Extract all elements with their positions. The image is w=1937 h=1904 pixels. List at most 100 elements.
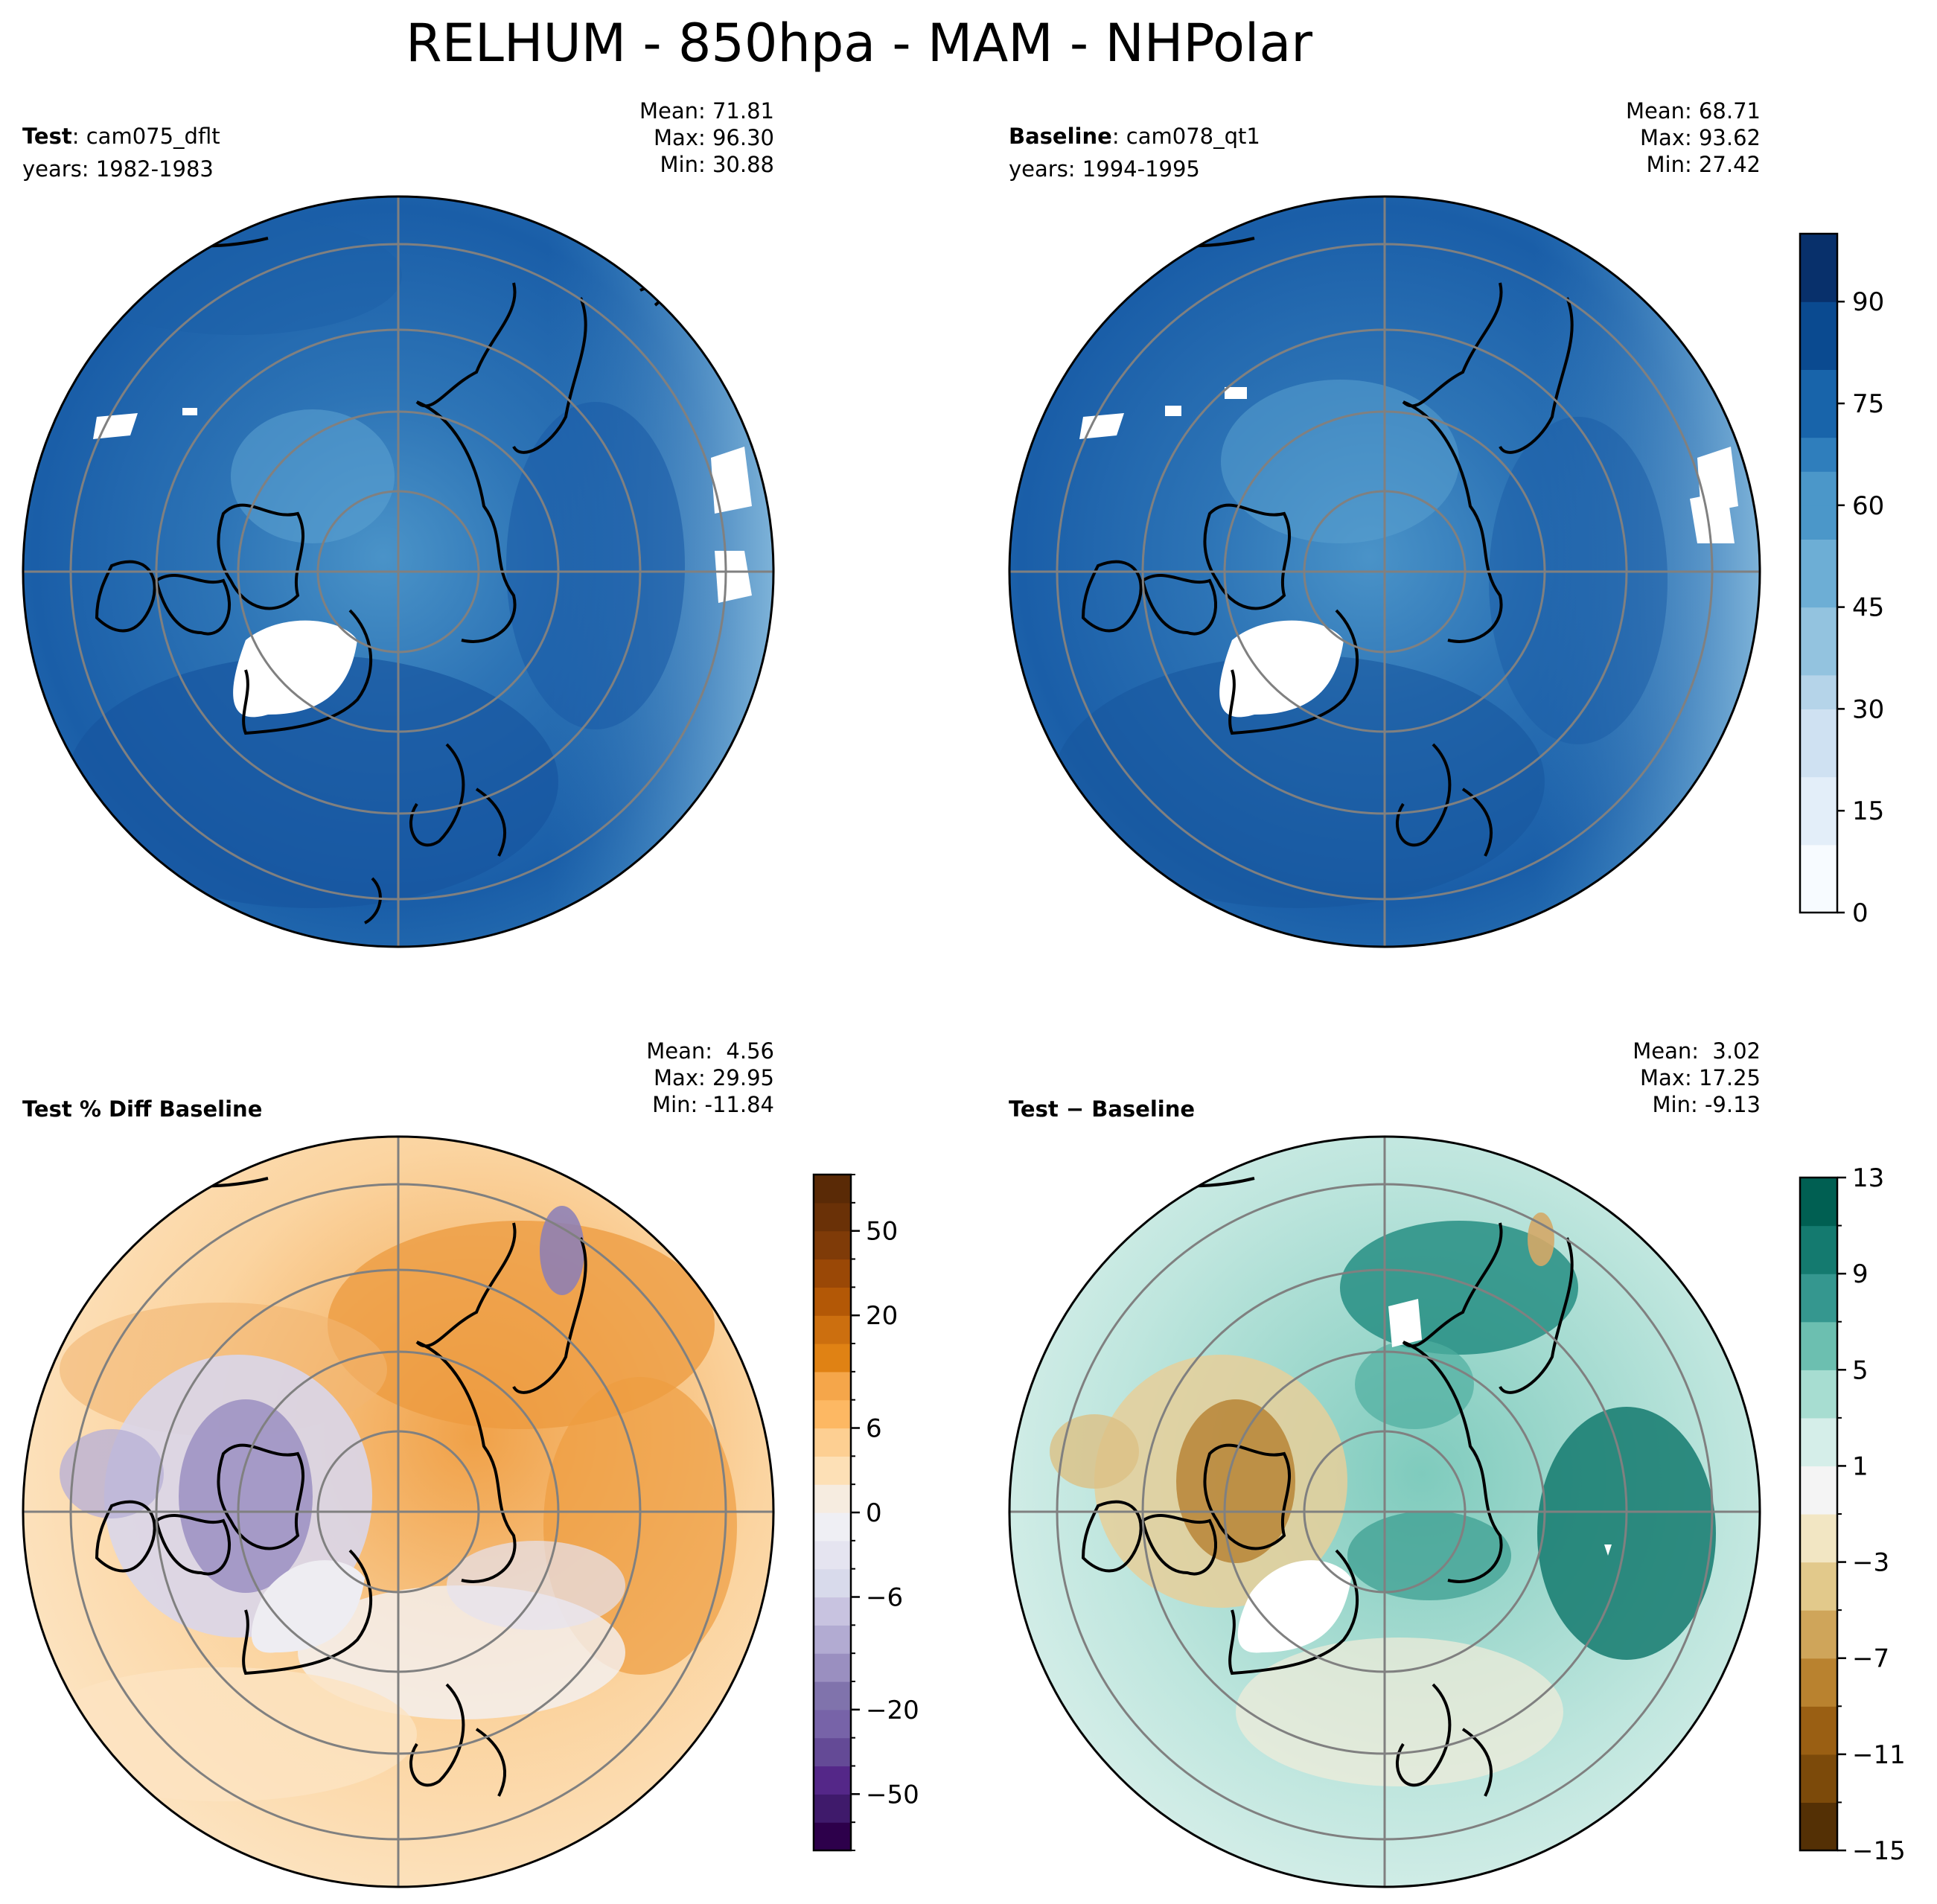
colorbar-pctdiff-segment (814, 1709, 851, 1739)
panel-pctdiff-min: Min: -11.84 (652, 1092, 774, 1117)
colorbar-main-tick-label: 90 (1852, 287, 1884, 317)
colorbar-pctdiff-segment (814, 1653, 851, 1682)
colorbar-pctdiff-segment (814, 1230, 851, 1260)
colorbar-main-segment (1800, 674, 1837, 709)
colorbar-diff-segment (1800, 1514, 1837, 1563)
colorbar-main-frame (1799, 232, 1839, 914)
colorbar-pctdiff-segment (814, 1484, 851, 1513)
colorbar-pctdiff-tick-label: 6 (866, 1414, 882, 1444)
colorbar-main-segment (1800, 471, 1837, 506)
colorbar-main-segment (1800, 607, 1837, 642)
colorbar-pctdiff-segment (814, 1175, 851, 1204)
panel-test-max: Max: 96.30 (654, 125, 774, 150)
svg-text:Test: cam075_dflt: Test: cam075_dflt (22, 124, 220, 149)
panel-test-case: : cam075_dflt (72, 124, 220, 149)
colorbar-pctdiff-tick-label: −20 (866, 1696, 919, 1725)
panel-baseline: Baseline: cam078_qt1 years: 1994-1995 Me… (1008, 98, 1761, 948)
colorbar-pctdiff-segment (814, 1681, 851, 1710)
colorbar-pctdiff-segment (814, 1822, 851, 1851)
colorbar-pctdiff-segment (814, 1794, 851, 1823)
colorbar-diff-segment (1800, 1370, 1837, 1419)
colorbar-pctdiff-segment (814, 1540, 851, 1570)
panel-baseline-years: years: 1994-1995 (1009, 156, 1200, 182)
colorbar-pctdiff-segment (814, 1287, 851, 1316)
colorbar-main-segment (1800, 437, 1837, 472)
colorbar-pctdiff-segment (814, 1568, 851, 1598)
colorbar-main-segment (1800, 811, 1837, 846)
colorbar-pctdiff-segment (814, 1344, 851, 1373)
colorbar-pctdiff-tick-label: 50 (866, 1217, 898, 1247)
graticule-diff (1009, 1137, 1760, 1887)
panel-diff-min: Min: -9.13 (1653, 1092, 1761, 1117)
colorbar-main-tick-label: 0 (1852, 898, 1869, 928)
colorbar-diff-segment (1800, 1754, 1837, 1804)
panel-diff: Test − Baseline Mean: 3.02 Max: 17.25 Mi… (1008, 1038, 1761, 1888)
colorbar-pctdiff-tick-label: −6 (866, 1583, 903, 1613)
colorbar-pctdiff-segment (814, 1456, 851, 1485)
colorbar-main-tick-label: 30 (1852, 694, 1884, 724)
colorbar-main-segment (1800, 743, 1837, 778)
colorbar-pctdiff-segment (814, 1766, 851, 1795)
colorbar-diff-segment (1800, 1658, 1837, 1707)
map-boundary-test (22, 195, 775, 948)
colorbar-pctdiff-tick-label: −50 (866, 1780, 919, 1809)
map-boundary-baseline (1008, 195, 1761, 948)
colorbar-pctdiff-tick-label: 20 (866, 1301, 898, 1331)
panel-diff-label: Test (1009, 1096, 1059, 1122)
colorbar-pctdiff-segment (814, 1737, 851, 1767)
colorbar-diff: −15 −11 −7 −3 1 5 9 13 (1799, 1163, 1906, 1866)
panel-test: Test: cam075_dflt years: 1982-1983 Mean:… (22, 98, 775, 948)
colorbar-pctdiff-segment (814, 1512, 851, 1542)
colorbar-diff-segment (1800, 1802, 1837, 1851)
colorbar-diff-tick-label: −7 (1852, 1644, 1889, 1674)
colorbar-pctdiff-segment (814, 1625, 851, 1654)
colorbar-diff-segment (1800, 1466, 1837, 1515)
colorbar-diff-tick-label: 5 (1852, 1355, 1869, 1385)
panel-pctdiff-mean: Mean: 4.56 (646, 1038, 774, 1064)
colorbar-diff-segment (1800, 1610, 1837, 1659)
colorbar-diff-tick-label: −3 (1852, 1548, 1889, 1578)
panel-diff-label-rest: − Baseline (1059, 1096, 1195, 1122)
colorbar-diff-segment (1800, 1225, 1837, 1274)
graticule-test (23, 197, 773, 947)
colorbar-diff-segment (1800, 1417, 1837, 1467)
colorbar-pctdiff-segment (814, 1597, 851, 1626)
colorbar-pctdiff-segment (814, 1399, 851, 1429)
figure-title: RELHUM - 850hpa - MAM - NHPolar (406, 13, 1312, 74)
colorbar-diff-segment (1800, 1562, 1837, 1611)
colorbar-diff-segment (1800, 1274, 1837, 1323)
colorbar-pctdiff-segment (814, 1315, 851, 1344)
colorbar-diff-tick-label: −11 (1852, 1740, 1906, 1770)
colorbar-pctdiff: −50 −20 −6 0 6 20 50 (812, 1173, 919, 1852)
colorbar-diff-segment (1800, 1706, 1837, 1755)
svg-text:Test − Baseline: Test − Baseline (1009, 1096, 1195, 1122)
panel-test-label: Test (22, 124, 72, 149)
colorbar-pctdiff-tick-label: 0 (866, 1498, 882, 1528)
panel-diff-mean: Mean: 3.02 (1633, 1038, 1761, 1064)
panel-test-min: Min: 30.88 (660, 152, 774, 177)
colorbar-diff-tick-label: 13 (1852, 1163, 1884, 1193)
map-boundary-diff (1008, 1135, 1761, 1888)
colorbar-diff-tick-label: −15 (1852, 1836, 1906, 1866)
colorbar-pctdiff-segment (814, 1371, 851, 1401)
colorbar-main: 0 15 30 45 60 75 90 (1799, 232, 1884, 928)
colorbar-diff-segment (1800, 1178, 1837, 1227)
colorbar-diff-tick-label: 1 (1852, 1451, 1869, 1481)
panel-baseline-max: Max: 93.62 (1640, 125, 1761, 150)
colorbar-main-segment (1800, 709, 1837, 744)
colorbar-main-tick-label: 15 (1852, 796, 1884, 826)
colorbar-main-segment (1800, 234, 1837, 269)
colorbar-main-segment (1800, 369, 1837, 404)
colorbar-main-tick-label: 75 (1852, 389, 1884, 419)
colorbar-main-segment (1800, 301, 1837, 336)
panel-diff-max: Max: 17.25 (1640, 1065, 1761, 1090)
colorbar-pctdiff-segment (814, 1428, 851, 1457)
colorbar-main-segment (1800, 403, 1837, 438)
panel-test-mean: Mean: 71.81 (639, 98, 774, 124)
panel-baseline-case: : cam078_qt1 (1112, 124, 1260, 149)
graticule-pctdiff (23, 1137, 773, 1887)
panel-pctdiff: Test % Diff Baseline Mean: 4.56 Max: 29.… (22, 1038, 775, 1888)
svg-text:Baseline: cam078_qt1: Baseline: cam078_qt1 (1009, 124, 1260, 149)
colorbar-main-segment (1800, 267, 1837, 302)
